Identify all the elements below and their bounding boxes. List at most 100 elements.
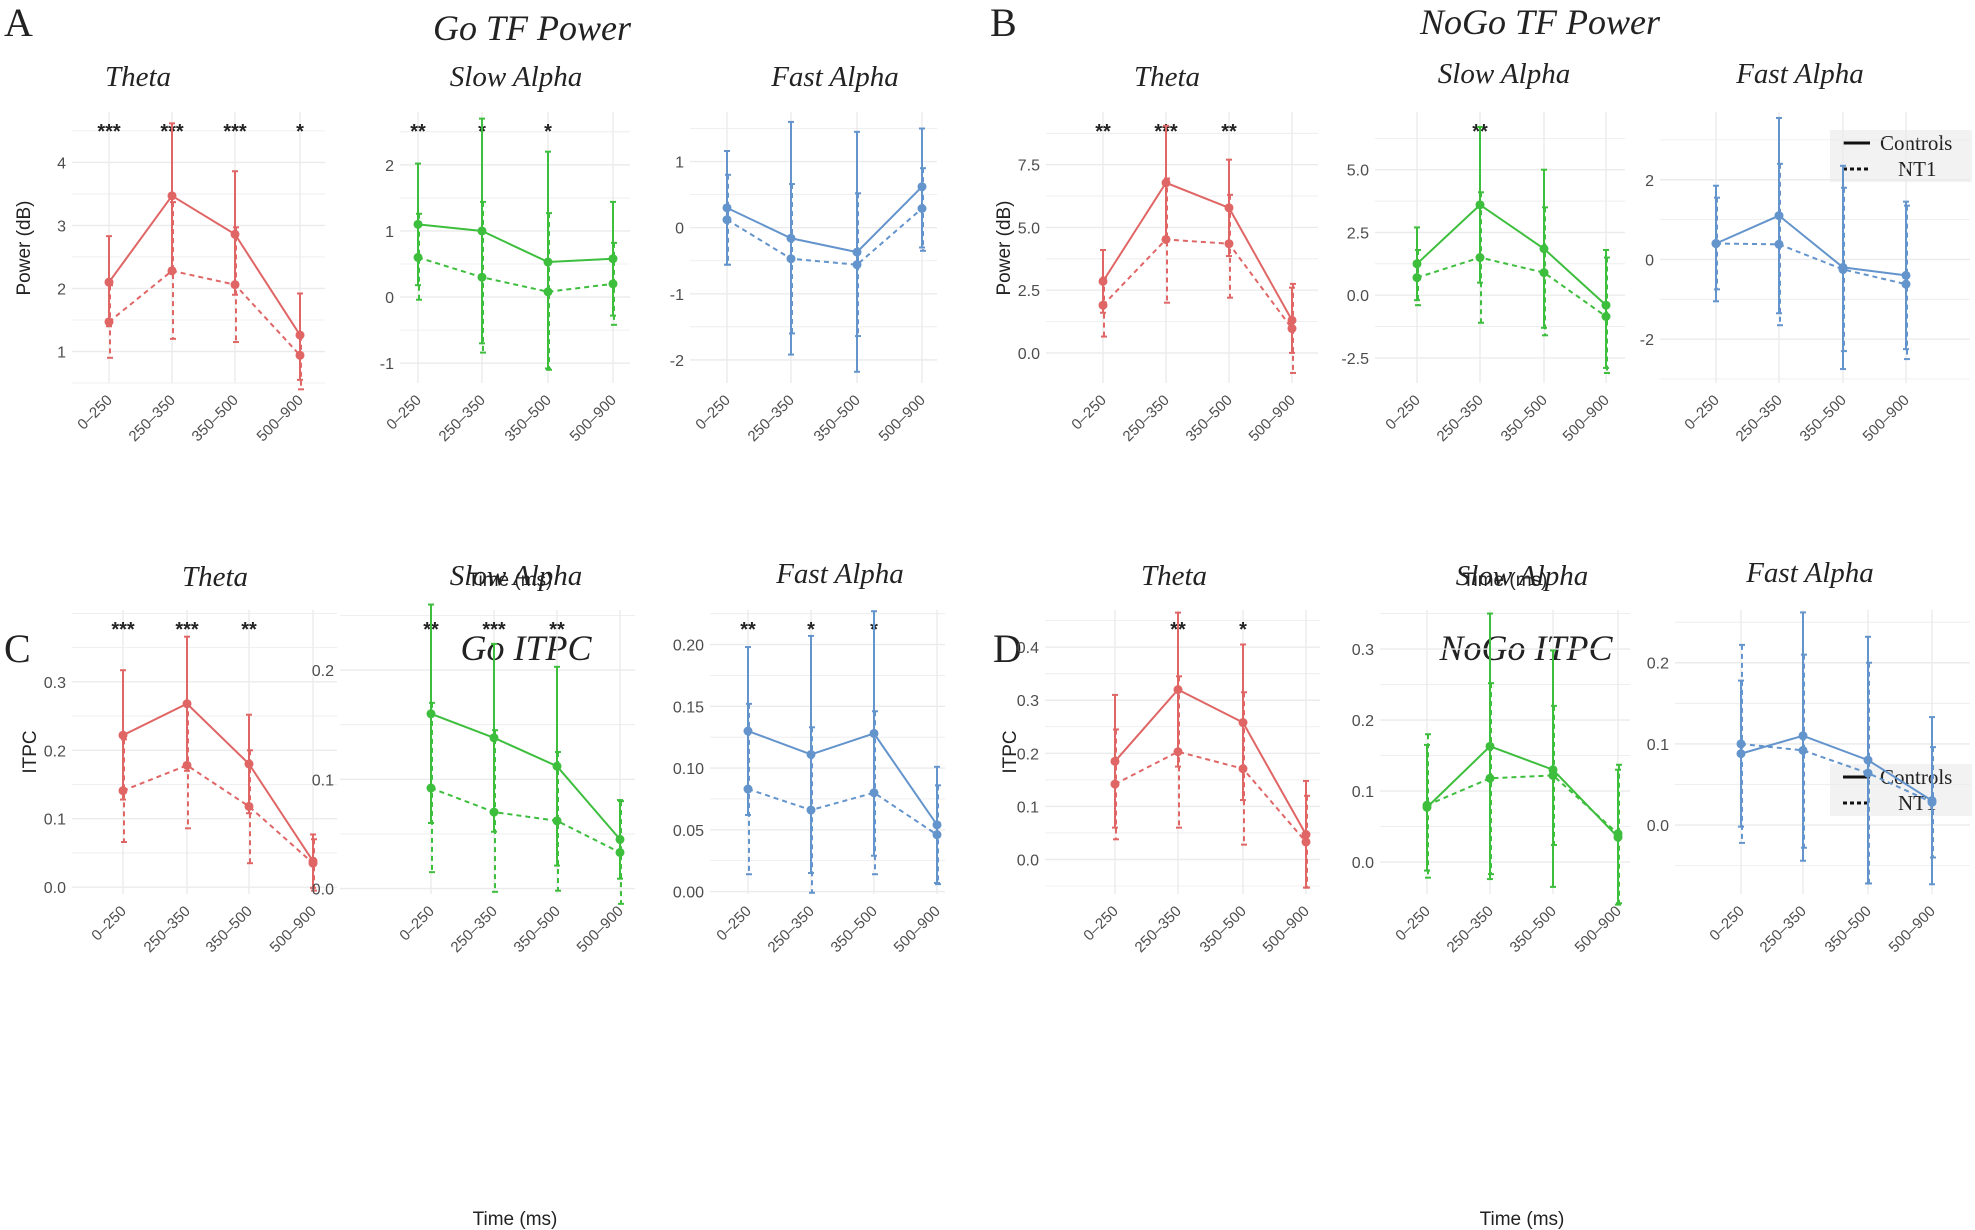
legend-top-background — [1830, 130, 1972, 182]
panel-title-nogo-tf-power: NoGo TF Power — [1419, 2, 1661, 42]
x-tick-label: 350–500 — [1183, 392, 1236, 445]
data-point — [1798, 731, 1808, 741]
series-controls — [1711, 116, 1911, 371]
chart-panel-9: 0.0 0.1 0.2 0.3 0.4 0–250 250–350 350–500 500–90… — [1000, 560, 1320, 956]
series-line — [726, 207, 923, 266]
series-nt1 — [1110, 675, 1311, 889]
legend-top: Controls NT1 — [1830, 130, 1972, 182]
y-tick-label: 0.1 — [1647, 737, 1669, 754]
series-controls — [1422, 612, 1623, 906]
x-tick-label: 0–250 — [1681, 392, 1723, 434]
series-line — [122, 702, 314, 862]
x-tick-label: 500–900 — [1260, 903, 1313, 956]
chart-panel-3: 0.0 2.5 5.0 7.5 0–250 250–350 350–500 500–900 Th… — [994, 61, 1318, 445]
subplot-title: Theta — [182, 561, 248, 593]
data-point — [1863, 755, 1873, 765]
chart-panel-0: 1 2 3 4 0–250 250–350 350–500 500–900 Theta Power… — [14, 61, 325, 445]
data-point — [1412, 259, 1422, 269]
x-tick-label: 350–500 — [1498, 392, 1551, 445]
chart-panel-4: -2.5 0.0 2.5 5.0 0–250 250–350 350–500 500–900 S… — [1341, 58, 1625, 445]
data-point — [308, 856, 318, 866]
data-point — [852, 247, 862, 257]
y-tick-label: 2 — [385, 158, 394, 175]
y-tick-label: -1 — [670, 287, 684, 304]
data-point — [1838, 262, 1848, 272]
y-tick-label: 0.0 — [1647, 818, 1669, 835]
y-tick-label: 0.1 — [312, 772, 334, 789]
y-tick-label: 0.3 — [1352, 642, 1374, 659]
y-tick-label: 0.0 — [1347, 288, 1369, 305]
series-controls — [104, 122, 305, 381]
significance-marker: * — [1239, 619, 1247, 641]
series-line — [747, 730, 938, 826]
data-point — [1601, 300, 1611, 310]
x-tick-label: 500–900 — [267, 903, 320, 956]
y-tick-label: 0.3 — [1017, 693, 1039, 710]
data-point — [1161, 178, 1171, 188]
y-axis-title: Power (dB) — [14, 200, 35, 295]
significance-marker: ** — [549, 619, 565, 641]
significance-marker: *** — [97, 121, 121, 143]
series-nt1 — [722, 167, 927, 338]
x-tick-label: 0–250 — [74, 392, 116, 434]
series-nt1 — [1422, 682, 1623, 905]
panel-label-b: B — [990, 0, 1017, 45]
data-point — [1927, 796, 1937, 806]
data-point — [1224, 203, 1234, 213]
series-controls — [426, 603, 625, 880]
y-tick-label: 0.20 — [673, 638, 704, 655]
series-controls — [1110, 611, 1311, 889]
data-point — [1110, 756, 1120, 766]
x-tick-label: 0–250 — [1080, 903, 1122, 945]
y-tick-label: 2.5 — [1018, 283, 1040, 300]
x-tick-label: 500–900 — [891, 903, 944, 956]
chart-panel-11: 0.0 0.1 0.2 0–250 250–350 350–500 500–900 Fast … — [1647, 557, 1970, 956]
series-line — [430, 712, 621, 841]
y-tick-label: 0 — [1645, 252, 1654, 269]
y-tick-label: 0.2 — [1647, 656, 1669, 673]
panel-label-c: C — [4, 626, 31, 671]
x-tick-label: 350–500 — [811, 392, 864, 445]
data-point — [552, 761, 562, 771]
data-point — [1736, 749, 1746, 759]
data-point — [489, 733, 499, 743]
series-line — [1426, 745, 1619, 838]
data-point — [295, 330, 305, 340]
series-controls — [1736, 611, 1937, 886]
subplot-title: Slow Alpha — [1438, 58, 1570, 90]
subplot-title: Theta — [1141, 560, 1207, 592]
subplot-title: Fast Alpha — [1735, 58, 1864, 90]
chart-panel-7: 0.0 0.1 0.2 0–250 250–350 350–500 500–900 Slow … — [312, 560, 635, 956]
data-point — [413, 219, 423, 229]
x-tick-label: 250–350 — [1757, 903, 1810, 956]
significance-marker: ** — [740, 619, 756, 641]
subplot-title: Slow Alpha — [450, 61, 582, 93]
data-point — [722, 203, 732, 213]
y-tick-label: 0.3 — [44, 675, 66, 692]
x-tick-label: 250–350 — [1733, 392, 1786, 445]
data-point — [1173, 685, 1183, 695]
x-tick-label: 0–250 — [1382, 392, 1424, 434]
x-tick-label: 350–500 — [1197, 903, 1250, 956]
data-point — [1539, 244, 1549, 254]
y-tick-label: 0.0 — [1017, 852, 1039, 869]
significance-marker: *** — [482, 619, 506, 641]
y-tick-label: 0.2 — [1017, 746, 1039, 763]
series-line — [747, 788, 938, 836]
subplot-title: Fast Alpha — [775, 558, 904, 590]
series-controls — [118, 635, 318, 889]
series-line — [1426, 774, 1619, 835]
y-tick-label: 0.0 — [44, 880, 66, 897]
data-point — [932, 820, 942, 830]
series-line — [417, 223, 614, 264]
y-tick-label: 2 — [57, 281, 66, 298]
data-point — [1774, 211, 1784, 221]
x-tick-label: 250–350 — [1132, 903, 1185, 956]
x-tick-label: 350–500 — [1797, 392, 1850, 445]
y-tick-label: 5.0 — [1018, 220, 1040, 237]
series-line — [1114, 750, 1307, 843]
data-point — [543, 257, 553, 267]
panel-title-go-tf-power: Go TF Power — [433, 8, 632, 48]
